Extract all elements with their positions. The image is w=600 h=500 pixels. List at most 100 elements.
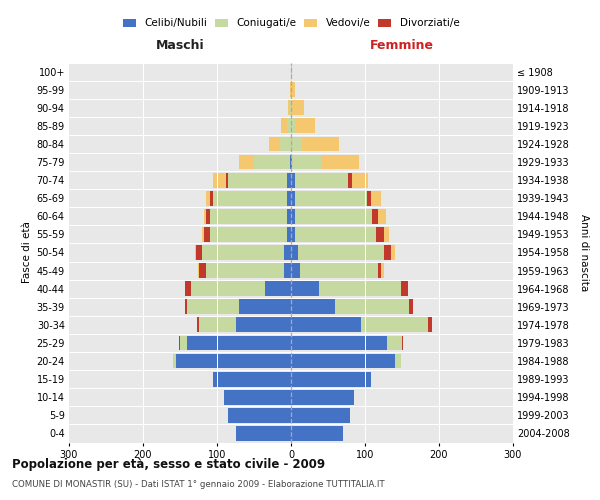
Bar bbox=[187, 300, 239, 314]
Bar bbox=[284, 245, 291, 260]
Bar bbox=[269, 136, 280, 152]
Bar bbox=[235, 318, 291, 332]
Bar bbox=[284, 263, 291, 278]
Bar bbox=[335, 300, 409, 314]
Bar bbox=[320, 154, 359, 170]
Bar bbox=[295, 209, 373, 224]
Bar bbox=[206, 209, 209, 224]
Bar bbox=[185, 282, 191, 296]
Bar bbox=[287, 209, 291, 224]
Bar bbox=[291, 227, 295, 242]
Bar bbox=[191, 282, 265, 296]
Bar bbox=[291, 336, 387, 350]
Bar bbox=[401, 282, 408, 296]
Bar bbox=[287, 227, 291, 242]
Bar bbox=[291, 426, 343, 441]
Bar bbox=[295, 118, 316, 134]
Bar bbox=[197, 318, 199, 332]
Bar bbox=[239, 154, 254, 170]
Bar bbox=[206, 191, 209, 206]
Bar bbox=[367, 191, 371, 206]
Bar bbox=[198, 263, 199, 278]
Bar bbox=[287, 118, 291, 134]
Bar bbox=[203, 227, 209, 242]
Bar bbox=[371, 191, 381, 206]
Bar bbox=[377, 263, 381, 278]
Bar bbox=[290, 100, 291, 115]
Bar bbox=[295, 227, 376, 242]
Bar bbox=[291, 136, 302, 152]
Bar bbox=[348, 172, 352, 188]
Bar bbox=[209, 227, 287, 242]
Bar bbox=[226, 172, 228, 188]
Bar bbox=[395, 354, 401, 368]
Bar bbox=[202, 245, 284, 260]
Bar bbox=[290, 82, 291, 97]
Text: Femmine: Femmine bbox=[370, 38, 434, 52]
Bar bbox=[291, 372, 371, 386]
Bar bbox=[287, 172, 291, 188]
Bar bbox=[209, 209, 287, 224]
Bar bbox=[391, 245, 395, 260]
Bar bbox=[292, 154, 320, 170]
Bar bbox=[319, 282, 401, 296]
Bar bbox=[228, 408, 291, 423]
Bar bbox=[187, 336, 291, 350]
Bar bbox=[383, 227, 389, 242]
Bar bbox=[291, 390, 354, 404]
Bar bbox=[228, 172, 287, 188]
Bar bbox=[291, 100, 292, 115]
Bar bbox=[203, 209, 206, 224]
Bar bbox=[291, 118, 295, 134]
Bar bbox=[196, 245, 202, 260]
Bar bbox=[379, 209, 386, 224]
Bar bbox=[300, 263, 377, 278]
Bar bbox=[185, 300, 187, 314]
Bar bbox=[291, 82, 295, 97]
Bar bbox=[179, 336, 180, 350]
Bar bbox=[298, 245, 383, 260]
Bar bbox=[209, 191, 214, 206]
Bar bbox=[409, 300, 413, 314]
Bar bbox=[292, 100, 304, 115]
Text: Popolazione per età, sesso e stato civile - 2009: Popolazione per età, sesso e stato civil… bbox=[12, 458, 325, 471]
Bar bbox=[291, 209, 295, 224]
Bar bbox=[254, 154, 290, 170]
Bar bbox=[373, 209, 379, 224]
Bar bbox=[291, 408, 350, 423]
Bar bbox=[291, 191, 295, 206]
Bar bbox=[288, 100, 290, 115]
Bar bbox=[199, 318, 235, 332]
Bar bbox=[235, 426, 291, 441]
Bar bbox=[428, 318, 431, 332]
Bar bbox=[387, 336, 402, 350]
Bar bbox=[291, 64, 292, 79]
Bar bbox=[291, 300, 335, 314]
Bar bbox=[295, 191, 367, 206]
Bar bbox=[180, 336, 187, 350]
Y-axis label: Anni di nascita: Anni di nascita bbox=[580, 214, 589, 291]
Bar bbox=[291, 354, 395, 368]
Bar bbox=[173, 354, 176, 368]
Bar bbox=[291, 263, 300, 278]
Bar bbox=[176, 354, 291, 368]
Bar bbox=[352, 172, 368, 188]
Bar bbox=[214, 372, 291, 386]
Y-axis label: Fasce di età: Fasce di età bbox=[22, 222, 32, 284]
Bar bbox=[195, 245, 196, 260]
Bar bbox=[206, 263, 284, 278]
Bar bbox=[214, 191, 287, 206]
Text: Maschi: Maschi bbox=[155, 38, 205, 52]
Bar bbox=[212, 172, 226, 188]
Bar bbox=[291, 245, 298, 260]
Legend: Celibi/Nubili, Coniugati/e, Vedovi/e, Divorziati/e: Celibi/Nubili, Coniugati/e, Vedovi/e, Di… bbox=[121, 16, 461, 30]
Bar bbox=[295, 172, 348, 188]
Bar bbox=[239, 300, 291, 314]
Bar bbox=[291, 154, 292, 170]
Bar bbox=[265, 282, 291, 296]
Bar bbox=[402, 336, 403, 350]
Bar bbox=[361, 318, 428, 332]
Bar bbox=[280, 136, 291, 152]
Bar bbox=[224, 390, 291, 404]
Bar bbox=[376, 227, 383, 242]
